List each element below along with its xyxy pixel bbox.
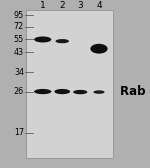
Text: 34: 34 xyxy=(14,68,24,77)
Text: 43: 43 xyxy=(14,48,24,57)
Text: 4: 4 xyxy=(96,1,102,10)
Ellipse shape xyxy=(73,90,87,94)
Text: 17: 17 xyxy=(14,128,24,137)
Ellipse shape xyxy=(56,39,69,43)
Text: 55: 55 xyxy=(14,35,24,44)
Ellipse shape xyxy=(34,89,51,94)
Text: 72: 72 xyxy=(14,22,24,31)
Ellipse shape xyxy=(54,89,70,94)
Text: 2: 2 xyxy=(59,1,65,10)
Bar xyxy=(26,10,112,158)
Text: Rab 5C: Rab 5C xyxy=(120,85,150,98)
Ellipse shape xyxy=(93,90,105,94)
Text: 1: 1 xyxy=(40,1,46,10)
Text: 3: 3 xyxy=(77,1,83,10)
Text: 26: 26 xyxy=(14,87,24,96)
Text: 95: 95 xyxy=(14,11,24,20)
Ellipse shape xyxy=(90,44,108,54)
Ellipse shape xyxy=(34,36,51,43)
